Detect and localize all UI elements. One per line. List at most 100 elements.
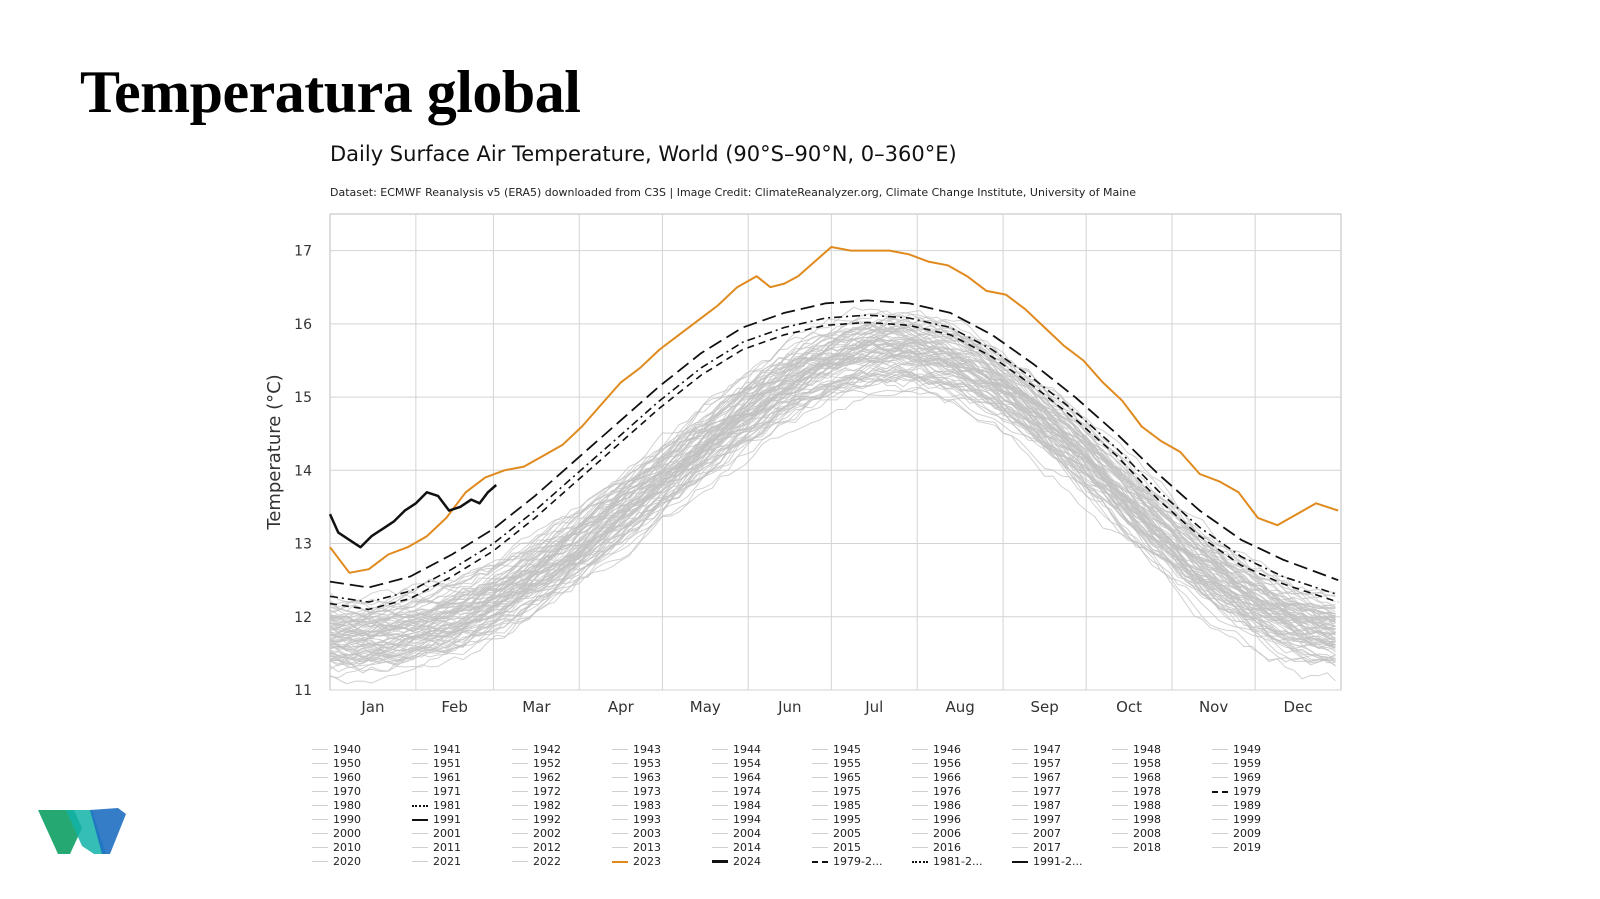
legend-item[interactable]: 1978 xyxy=(1112,785,1161,798)
legend-item[interactable]: 1967 xyxy=(1012,771,1061,784)
legend-item[interactable]: 1993 xyxy=(612,813,661,826)
legend-swatch xyxy=(1012,847,1028,848)
legend-item[interactable]: 1982 xyxy=(512,799,561,812)
legend-item[interactable]: 1964 xyxy=(712,771,761,784)
legend-item[interactable]: 1965 xyxy=(812,771,861,784)
legend-item[interactable]: 2004 xyxy=(712,827,761,840)
legend-item[interactable]: 2010 xyxy=(312,841,361,854)
y-tick-label: 12 xyxy=(294,610,312,626)
legend-item[interactable]: 2003 xyxy=(612,827,661,840)
legend-item[interactable]: 1979-2... xyxy=(812,855,882,868)
legend-item[interactable]: 1957 xyxy=(1012,757,1061,770)
legend-item[interactable]: 1951 xyxy=(412,757,461,770)
legend-item[interactable]: 1986 xyxy=(912,799,961,812)
legend-item[interactable]: 2017 xyxy=(1012,841,1061,854)
legend-item[interactable]: 1949 xyxy=(1212,743,1261,756)
legend-swatch xyxy=(712,777,728,778)
legend-item[interactable]: 1992 xyxy=(512,813,561,826)
legend-item[interactable]: 1941 xyxy=(412,743,461,756)
legend-item[interactable]: 1987 xyxy=(1012,799,1061,812)
legend-swatch xyxy=(612,791,628,792)
legend-item[interactable]: 1991 xyxy=(412,813,461,826)
legend-item[interactable]: 2001 xyxy=(412,827,461,840)
legend-item[interactable]: 2007 xyxy=(1012,827,1061,840)
legend-item[interactable]: 1945 xyxy=(812,743,861,756)
legend-label: 2014 xyxy=(733,841,761,854)
legend-item[interactable]: 2008 xyxy=(1112,827,1161,840)
legend-item[interactable]: 2005 xyxy=(812,827,861,840)
legend-item[interactable]: 2014 xyxy=(712,841,761,854)
legend-item[interactable]: 1958 xyxy=(1112,757,1161,770)
legend-label: 1995 xyxy=(833,813,861,826)
legend-item[interactable]: 1996 xyxy=(912,813,961,826)
legend-item[interactable]: 1946 xyxy=(912,743,961,756)
legend-item[interactable]: 2016 xyxy=(912,841,961,854)
legend-item[interactable]: 2023 xyxy=(612,855,661,868)
legend-item[interactable]: 2015 xyxy=(812,841,861,854)
legend-item[interactable]: 1980 xyxy=(312,799,361,812)
legend-item[interactable]: 1963 xyxy=(612,771,661,784)
legend-item[interactable]: 1991-2... xyxy=(1012,855,1082,868)
legend-item[interactable]: 1998 xyxy=(1112,813,1161,826)
legend-item[interactable]: 1960 xyxy=(312,771,361,784)
legend-swatch xyxy=(512,861,528,862)
legend-item[interactable]: 1962 xyxy=(512,771,561,784)
legend-item[interactable]: 1952 xyxy=(512,757,561,770)
legend-item[interactable]: 1972 xyxy=(512,785,561,798)
legend-item[interactable]: 1948 xyxy=(1112,743,1161,756)
legend-item[interactable]: 1966 xyxy=(912,771,961,784)
legend-item[interactable]: 2002 xyxy=(512,827,561,840)
legend-swatch xyxy=(312,749,328,750)
legend-item[interactable]: 1973 xyxy=(612,785,661,798)
legend-item[interactable]: 1985 xyxy=(812,799,861,812)
legend-item[interactable]: 1953 xyxy=(612,757,661,770)
legend-item[interactable]: 1970 xyxy=(312,785,361,798)
legend-item[interactable]: 2012 xyxy=(512,841,561,854)
legend-item[interactable]: 2024 xyxy=(712,855,761,868)
legend-swatch xyxy=(912,819,928,820)
legend-item[interactable]: 1981 xyxy=(412,799,461,812)
legend-item[interactable]: 1995 xyxy=(812,813,861,826)
legend-item[interactable]: 1974 xyxy=(712,785,761,798)
legend-item[interactable]: 2006 xyxy=(912,827,961,840)
legend-item[interactable]: 1944 xyxy=(712,743,761,756)
legend-item[interactable]: 1955 xyxy=(812,757,861,770)
legend-item[interactable]: 1976 xyxy=(912,785,961,798)
legend-item[interactable]: 1997 xyxy=(1012,813,1061,826)
legend-item[interactable]: 1956 xyxy=(912,757,961,770)
legend-item[interactable]: 2000 xyxy=(312,827,361,840)
legend-item[interactable]: 2011 xyxy=(412,841,461,854)
legend-item[interactable]: 1981-2... xyxy=(912,855,982,868)
legend-item[interactable]: 2009 xyxy=(1212,827,1261,840)
legend-item[interactable]: 1977 xyxy=(1012,785,1061,798)
legend-item[interactable]: 2018 xyxy=(1112,841,1161,854)
legend-item[interactable]: 1994 xyxy=(712,813,761,826)
legend-item[interactable]: 1961 xyxy=(412,771,461,784)
legend-item[interactable]: 1979 xyxy=(1212,785,1261,798)
legend-item[interactable]: 1943 xyxy=(612,743,661,756)
legend-item[interactable]: 2013 xyxy=(612,841,661,854)
legend-item[interactable]: 1942 xyxy=(512,743,561,756)
legend-item[interactable]: 2022 xyxy=(512,855,561,868)
legend-item[interactable]: 2021 xyxy=(412,855,461,868)
legend-item[interactable]: 1971 xyxy=(412,785,461,798)
legend-item[interactable]: 1975 xyxy=(812,785,861,798)
legend-item[interactable]: 2019 xyxy=(1212,841,1261,854)
legend-item[interactable]: 1968 xyxy=(1112,771,1161,784)
legend-item[interactable]: 2020 xyxy=(312,855,361,868)
legend-item[interactable]: 1983 xyxy=(612,799,661,812)
legend-item[interactable]: 1947 xyxy=(1012,743,1061,756)
legend-item[interactable]: 1969 xyxy=(1212,771,1261,784)
legend-item[interactable]: 1959 xyxy=(1212,757,1261,770)
legend-item[interactable]: 1940 xyxy=(312,743,361,756)
legend-item[interactable]: 1984 xyxy=(712,799,761,812)
legend-item[interactable]: 1954 xyxy=(712,757,761,770)
legend-item[interactable]: 1990 xyxy=(312,813,361,826)
legend-item[interactable]: 1950 xyxy=(312,757,361,770)
y-tick-label: 15 xyxy=(294,390,312,406)
legend-swatch xyxy=(912,860,928,863)
legend-item[interactable]: 1988 xyxy=(1112,799,1161,812)
legend-swatch xyxy=(612,763,628,764)
legend-item[interactable]: 1989 xyxy=(1212,799,1261,812)
legend-item[interactable]: 1999 xyxy=(1212,813,1261,826)
